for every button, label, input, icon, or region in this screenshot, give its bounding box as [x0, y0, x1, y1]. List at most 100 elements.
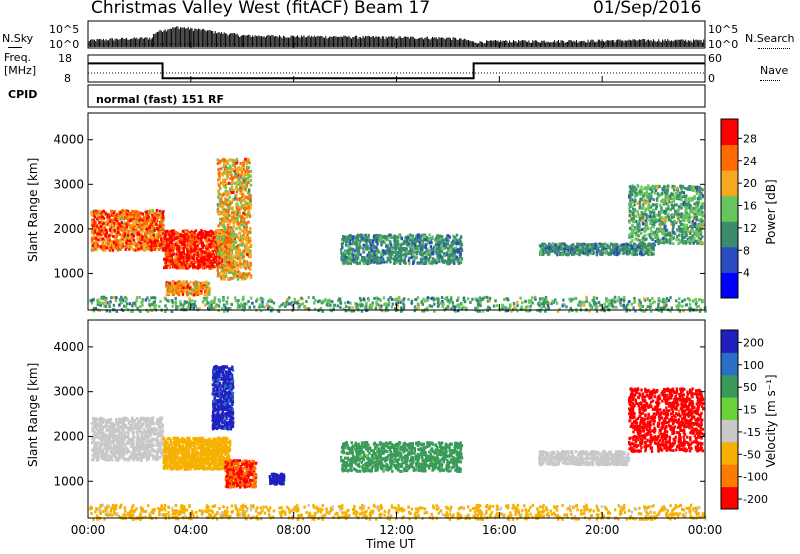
echo-cell: [237, 173, 241, 177]
echo-cell: [348, 242, 352, 246]
echo-cell: [383, 250, 387, 254]
echo-cell: [162, 244, 165, 248]
echo-cell: [221, 254, 225, 258]
echo-cell: [230, 258, 233, 262]
echo-cell: [117, 222, 120, 226]
echo-cell: [693, 194, 696, 198]
echo-cell: [163, 240, 167, 244]
echo-cell: [128, 233, 131, 237]
echo-cell: [363, 234, 367, 238]
echo-cell: [119, 211, 122, 215]
echo-cell: [200, 233, 203, 237]
echo-cell: [546, 250, 550, 254]
echo-cell: [116, 248, 120, 252]
echo-cell: [339, 248, 343, 252]
echo-cell: [231, 227, 234, 231]
echo-cell: [232, 159, 236, 163]
echo-cell: [205, 285, 208, 289]
echo-cell: [361, 258, 364, 262]
echo-cell: [246, 157, 249, 161]
echo-cell: [344, 250, 347, 254]
echo-cell: [612, 250, 616, 254]
echo-cell: [560, 247, 563, 251]
echo-cell: [102, 212, 105, 216]
echo-cell: [580, 249, 583, 253]
echo-cell: [245, 235, 248, 239]
echo-cell: [227, 210, 230, 214]
echo-cell: [102, 221, 106, 225]
echo-cell: [457, 241, 460, 245]
echo-cell: [434, 240, 438, 244]
echo-cell: [367, 239, 370, 243]
echo-cell: [223, 213, 226, 217]
echo-cell: [599, 249, 602, 253]
echo-cell: [236, 250, 239, 254]
echo-cell: [382, 249, 385, 253]
echo-cell: [457, 239, 460, 243]
echo-cell: [413, 242, 417, 246]
echo-cell: [162, 243, 166, 247]
echo-cell: [245, 225, 248, 229]
echo-cell: [151, 225, 155, 229]
echo-cell: [178, 283, 182, 287]
echo-cell: [245, 165, 249, 169]
echo-cell: [241, 273, 244, 277]
echo-cell: [160, 225, 164, 229]
echo-cell: [343, 238, 346, 242]
echo-cell: [195, 260, 198, 264]
echo-cell: [189, 260, 192, 264]
echo-cell: [653, 191, 657, 195]
echo-cell: [98, 232, 101, 236]
echo-cell: [171, 229, 175, 233]
echo-cell: [226, 232, 230, 236]
echo-cell: [690, 185, 693, 189]
echo-cell: [414, 240, 418, 244]
echo-cell: [565, 250, 568, 254]
echo-cell: [239, 189, 242, 193]
echo-cell: [374, 258, 377, 262]
echo-cell: [247, 157, 251, 161]
echo-cell: [90, 228, 94, 232]
echo-cell: [162, 229, 165, 233]
echo-cell: [359, 234, 362, 238]
echo-cell: [356, 256, 360, 260]
echo-cell: [223, 182, 227, 186]
echo-cell: [96, 245, 99, 249]
echo-cell: [180, 283, 184, 287]
echo-cell: [173, 263, 176, 267]
echo-cell: [380, 259, 383, 263]
echo-cell: [185, 290, 188, 294]
echo-cell: [372, 234, 376, 238]
echo-cell: [403, 237, 407, 241]
echo-cell: [226, 263, 229, 267]
echo-cell: [97, 212, 100, 216]
echo-cell: [218, 236, 222, 240]
echo-cell: [404, 240, 407, 244]
echo-cell: [227, 172, 231, 176]
echo-cell: [122, 231, 125, 235]
echo-cell: [230, 176, 234, 180]
echo-cell: [451, 258, 454, 262]
echo-cell: [643, 242, 647, 246]
echo-cell: [449, 246, 452, 250]
echo-cell: [190, 247, 193, 251]
echo-cell: [172, 259, 176, 263]
echo-cell: [249, 249, 252, 253]
echo-cell: [243, 194, 246, 198]
nave-label: Nave: [760, 64, 789, 77]
echo-cell: [136, 242, 139, 246]
echo-cell: [192, 256, 195, 260]
echo-cell: [176, 260, 179, 264]
echo-cell: [146, 211, 149, 215]
echo-cell: [340, 251, 343, 255]
echo-cell: [582, 243, 585, 247]
echo-cell: [207, 281, 211, 285]
echo-cell: [367, 261, 370, 265]
echo-cell: [645, 250, 648, 254]
echo-cell: [412, 248, 415, 252]
echo-cell: [223, 263, 227, 267]
echo-cell: [341, 238, 344, 242]
echo-cell: [120, 211, 124, 215]
echo-cell: [442, 247, 445, 251]
echo-cell: [171, 235, 174, 239]
